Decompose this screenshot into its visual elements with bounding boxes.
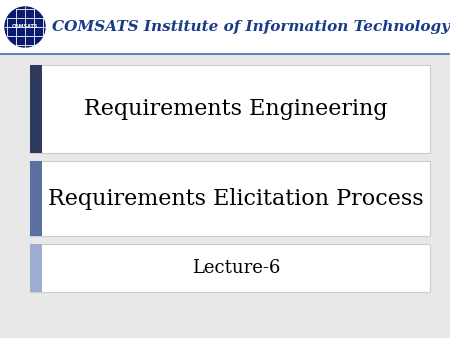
- Circle shape: [5, 7, 45, 47]
- Text: COMSATS Institute of Information Technology: COMSATS Institute of Information Technol…: [52, 20, 450, 34]
- Bar: [0, 0, 450, 55]
- Bar: [30, 161, 42, 236]
- Bar: [30, 65, 42, 153]
- Text: Requirements Elicitation Process: Requirements Elicitation Process: [48, 188, 424, 210]
- Text: Lecture-6: Lecture-6: [192, 259, 280, 277]
- Text: Requirements Engineering: Requirements Engineering: [84, 98, 388, 120]
- Bar: [30, 244, 430, 292]
- Bar: [30, 161, 430, 236]
- Bar: [30, 65, 430, 153]
- Bar: [30, 244, 42, 292]
- Text: COMSATS: COMSATS: [12, 24, 38, 29]
